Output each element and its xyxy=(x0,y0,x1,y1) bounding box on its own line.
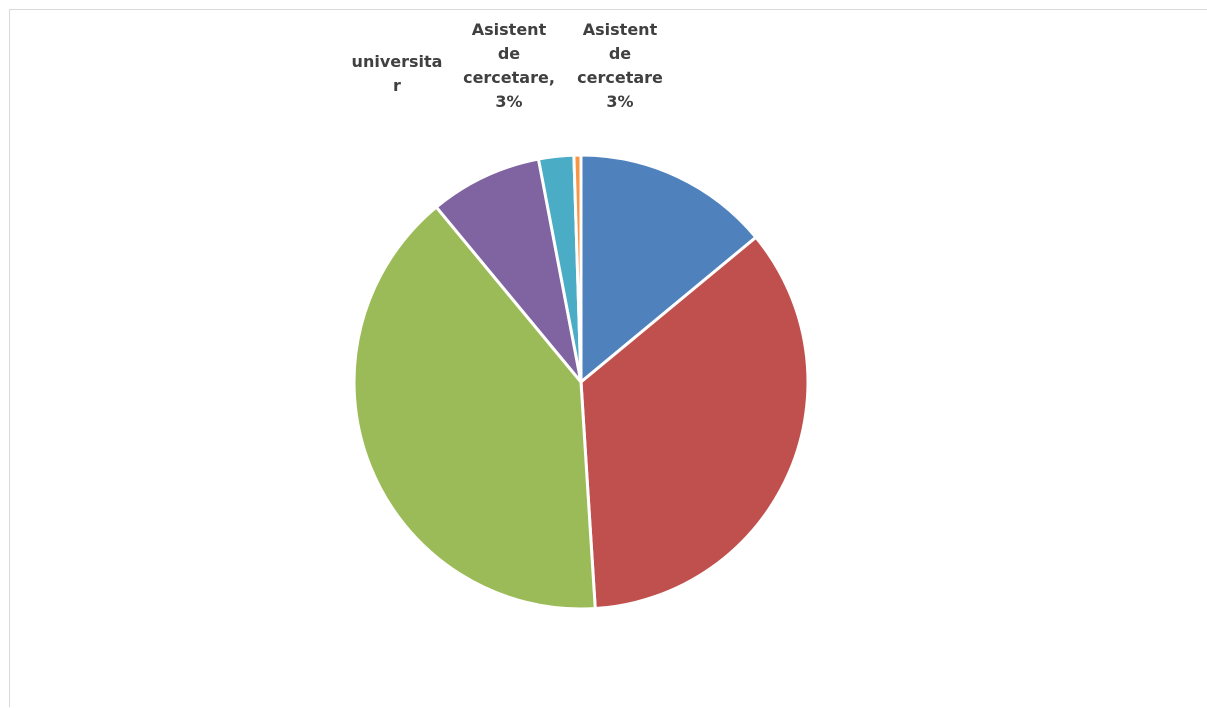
data-label-line: Asistent xyxy=(471,20,547,39)
data-label-asistent-de-cercetare-2: Asistent de cercetare 3% xyxy=(552,18,688,114)
data-label-asistent-de-cercetare-1: Asistent de cercetare, 3% xyxy=(443,18,575,114)
pie-slice-4 xyxy=(434,157,583,384)
data-label-line: de xyxy=(608,44,632,63)
data-label-line: 3% xyxy=(495,92,523,111)
pie-slice-3 xyxy=(352,205,597,611)
data-label-line: cercetare, xyxy=(463,68,555,87)
pie-chart xyxy=(352,153,810,611)
data-label-line: cercetare xyxy=(577,68,663,87)
chart-area: universita r Asistent de cercetare, 3% A… xyxy=(9,9,1207,707)
data-label-line: de xyxy=(497,44,521,63)
pie-slice-1 xyxy=(579,153,758,384)
pie-slice-2 xyxy=(579,235,810,611)
data-label-line: Asistent xyxy=(582,20,658,39)
pie-slice-6 xyxy=(572,153,583,384)
data-label-line: universita xyxy=(351,52,443,71)
data-label-universitar: universita r xyxy=(328,50,466,98)
data-label-line: r xyxy=(393,76,401,95)
data-label-line: 3% xyxy=(606,92,634,111)
